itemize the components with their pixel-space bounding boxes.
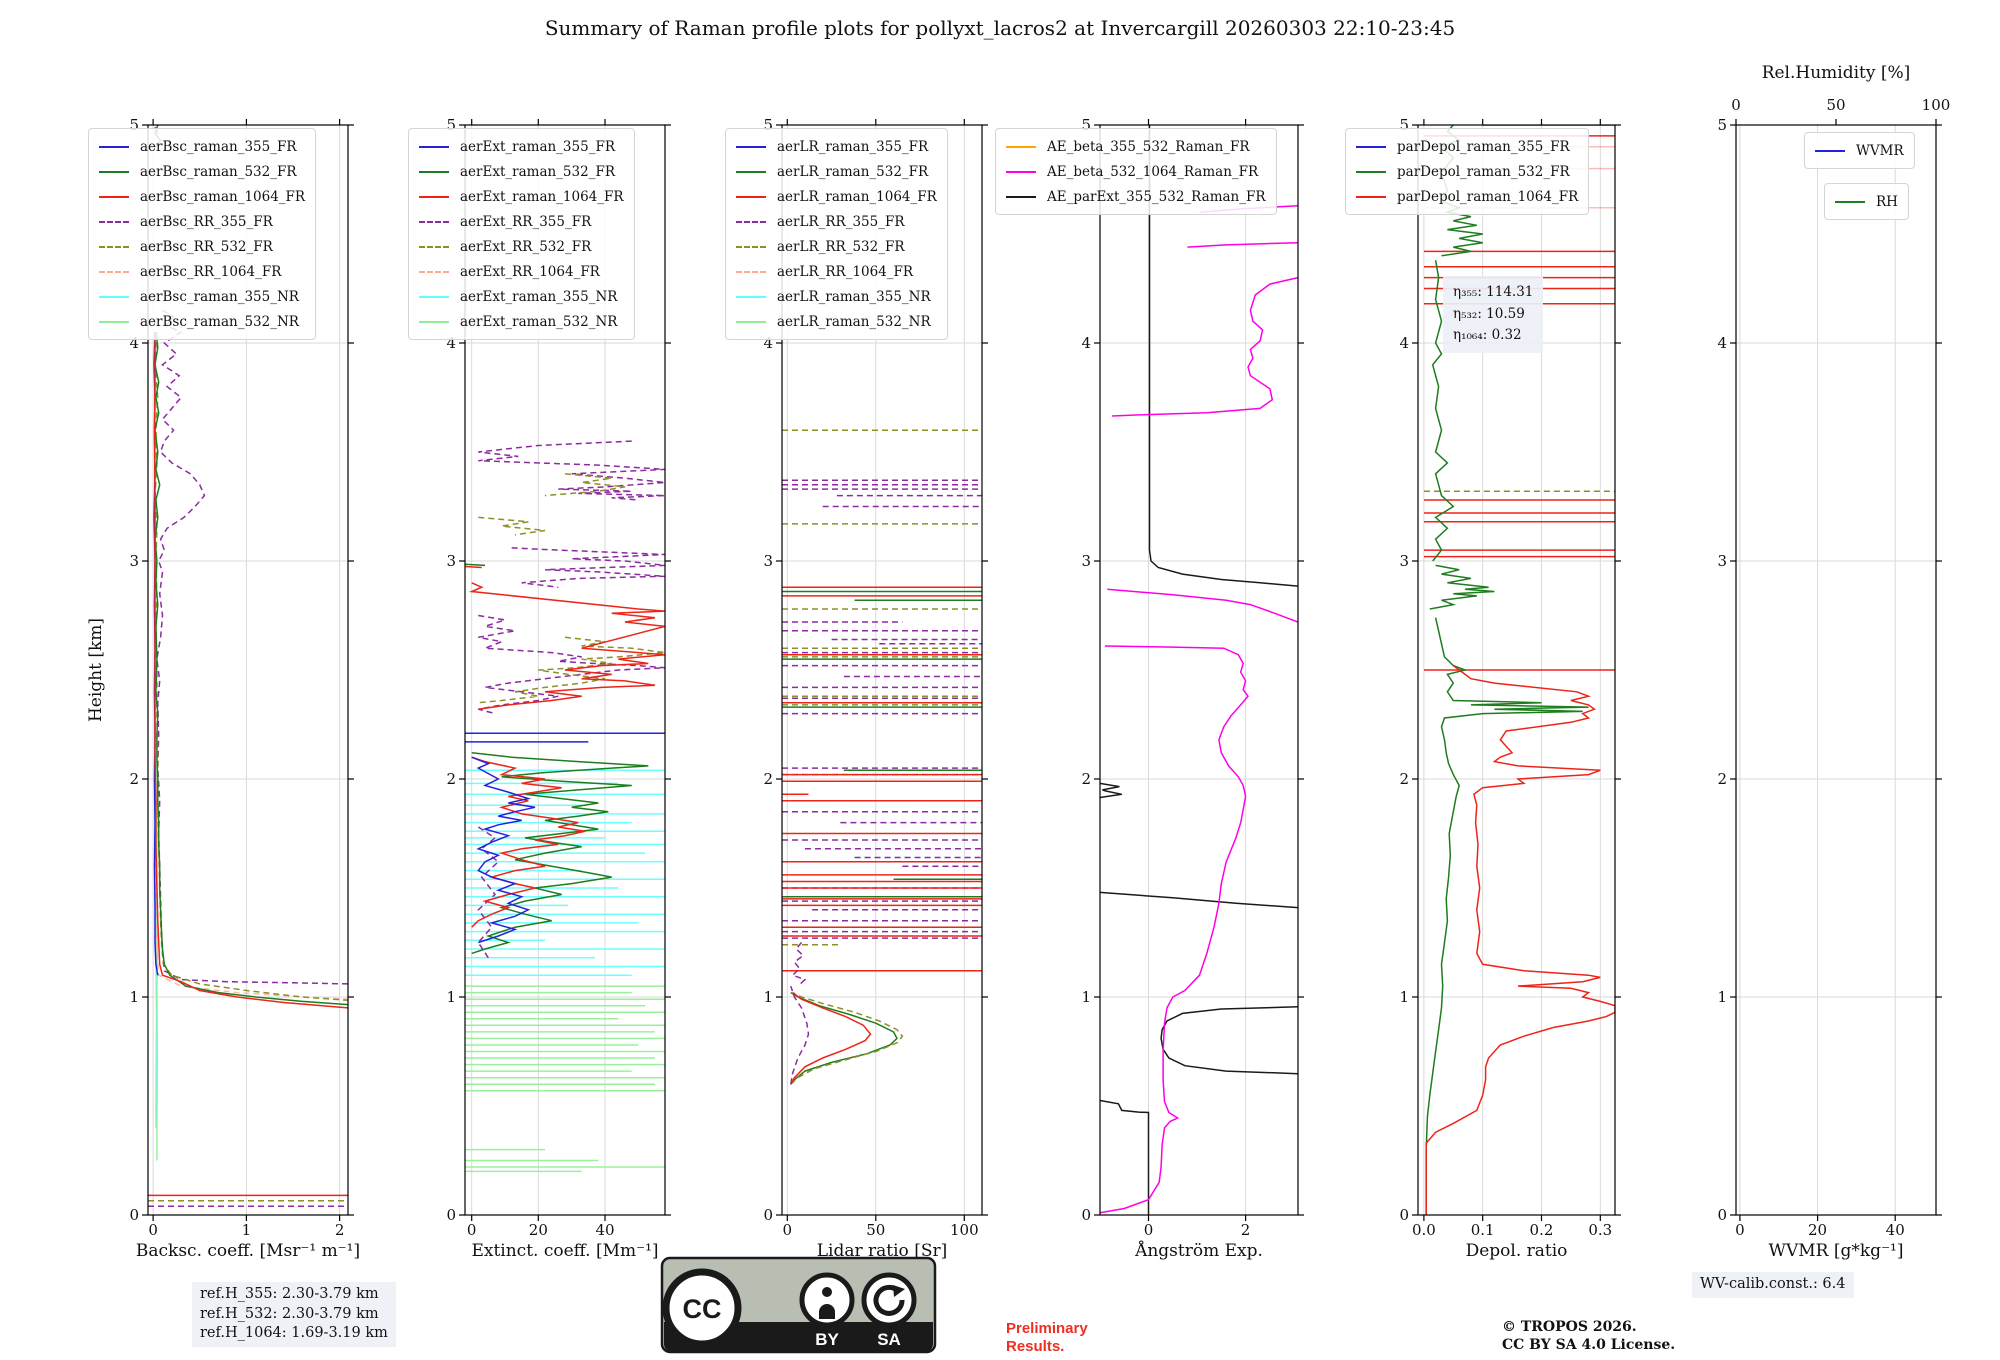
panels <box>142 119 1942 1221</box>
eta-1064: η₁₀₆₄: 0.32 <box>1453 327 1522 344</box>
wv-calib-const: WV-calib.const.: 6.4 <box>1700 1276 1846 1292</box>
series-aerBsc_raman_532_FR <box>154 332 348 1006</box>
series-AE_parExt_spikes <box>1100 782 1122 799</box>
series-aerExt_RR_532_FR_a <box>544 473 626 497</box>
series-parDepol_532_burst45 <box>1440 125 1483 257</box>
series-aerExt_RR_355_FR_b <box>511 547 665 588</box>
series-parDepol_raman_1064_FR <box>1425 664 1615 1215</box>
series-AE_beta_532_1064_upper <box>1112 276 1298 417</box>
series-parDepol_532_burst29 <box>1429 564 1495 610</box>
series-AE_parExt_slope <box>1100 891 1298 909</box>
figure-title: Summary of Raman profile plots for polly… <box>544 16 1456 40</box>
cc-icon <box>662 1268 742 1348</box>
cc-by-text: BY <box>815 1330 839 1349</box>
series-aerLR_raman_1064_FR_bump <box>790 991 872 1085</box>
sa-arrow-arc <box>873 1284 905 1316</box>
series-aerExt_raman_1064_FR <box>471 756 586 928</box>
series-parDepol_532_upper <box>1431 260 1455 562</box>
series-aerLR_RR_532_FR_bump <box>790 991 904 1085</box>
by-person-icon <box>799 1272 855 1328</box>
reference-height-note: ref.H_355: 2.30-3.79 km ref.H_532: 2.30-… <box>192 1282 396 1347</box>
wv-calibration-note: WV-calib.const.: 6.4 <box>1692 1272 1854 1298</box>
sa-arrow-head <box>893 1285 905 1297</box>
panel-extinction <box>459 119 671 1221</box>
series-aerExt_raman_1064_FR_short <box>465 565 482 569</box>
series-AE_beta_532_1064_mid1 <box>1107 588 1298 623</box>
panel-lidar_ratio <box>776 119 988 1221</box>
panel-backscatter <box>142 119 354 1221</box>
series-aerExt_RR_532_FR_b <box>478 516 546 536</box>
series-aerExt_RR_532_FR_c <box>478 636 665 704</box>
series-aerExt_RR_355_FR_c <box>478 614 665 715</box>
copyright-line-2: CC BY SA 4.0 License. <box>1502 1337 1676 1354</box>
preliminary-line-2: Results. <box>1006 1338 1065 1355</box>
cc-icon-text: CC <box>683 1294 722 1324</box>
series-aerLR_RR_355_FR_bump <box>790 985 810 1085</box>
eta-355: η₃₅₅: 114.31 <box>1453 284 1534 300</box>
series-aerLR_raman_532_FR_bump <box>790 991 898 1085</box>
panel-angstroem <box>1094 119 1304 1221</box>
series-aerBsc_RR_355_FR <box>156 309 348 985</box>
series-AE_parExt_loop <box>1160 1006 1298 1075</box>
series-AE_beta_532_1064_mid2 <box>1100 645 1249 1214</box>
series-aerExt_RR_355_FR_d <box>477 826 500 959</box>
series-aerBsc_raman_1064_FR <box>153 332 348 1009</box>
series-aerExt_RR_355_FR_a <box>478 440 665 501</box>
series-aerExt_raman_532_FR_short <box>465 563 486 567</box>
series-aerExt_raman_532_FR <box>471 752 649 955</box>
series-aerExt_raman_355_FR <box>471 756 536 944</box>
series-AE_parExt_bottom <box>1100 1099 1150 1215</box>
ref-h-1064: ref.H_1064: 1.69-3.19 km <box>200 1325 388 1342</box>
series-aerBsc_RR_532_FR <box>154 332 348 1002</box>
sa-arrow-icon <box>861 1272 917 1328</box>
series-aerLR_RR_355_FR_wiggle <box>791 942 807 987</box>
by-person-head <box>822 1287 832 1297</box>
by-person-body <box>819 1304 835 1319</box>
panel-wvmr <box>1730 119 1942 1221</box>
series-aerBsc_RR_1064_FR <box>154 343 348 1000</box>
series-AE_parExt_main <box>1148 125 1298 587</box>
series-AE_beta_532_1064_top1 <box>1199 204 1298 213</box>
cc-sa-text: SA <box>877 1330 901 1349</box>
preliminary-results-note: Preliminary Results. <box>1006 1320 1088 1356</box>
ref-h-532: ref.H_532: 2.30-3.79 km <box>200 1305 379 1322</box>
copyright-line-1: © TROPOS 2026. <box>1502 1319 1637 1335</box>
eta-532: η₅₃₂: 10.59 <box>1453 305 1525 322</box>
series-aerExt_raman_1064_FR_cluster <box>468 582 665 710</box>
copyright-note: © TROPOS 2026. CC BY SA 4.0 License. <box>1502 1318 1675 1354</box>
series-parDepol_raman_532_FR <box>1425 617 1589 1215</box>
series-AE_beta_532_1064_top2 <box>1187 241 1298 248</box>
ref-h-355: ref.H_355: 2.30-3.79 km <box>200 1286 379 1302</box>
eta-annotation: η₃₅₅: 114.31 η₅₃₂: 10.59 η₁₀₆₄: 0.32 <box>1443 276 1544 353</box>
cc-license-badge: CC BY SA <box>660 1256 937 1354</box>
preliminary-line-1: Preliminary <box>1006 1320 1088 1337</box>
